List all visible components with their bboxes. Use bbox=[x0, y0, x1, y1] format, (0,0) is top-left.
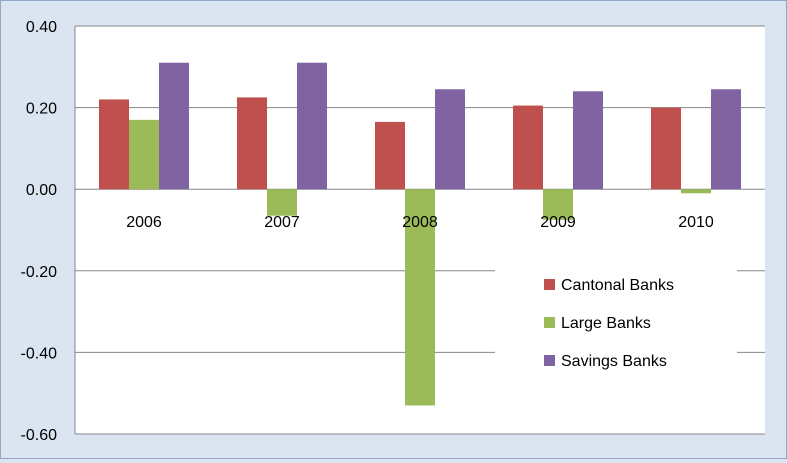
x-tick-label: 2010 bbox=[678, 214, 714, 231]
bar-large-banks-2010 bbox=[681, 189, 711, 194]
y-tick-label: -0.40 bbox=[21, 345, 58, 362]
bar-large-banks-2009 bbox=[543, 189, 573, 220]
bar-savings-banks-2006 bbox=[159, 62, 189, 190]
bar-cantonal-banks-2009 bbox=[513, 105, 543, 190]
bar-cantonal-banks-2010 bbox=[651, 107, 681, 190]
bar-savings-banks-2009 bbox=[573, 91, 603, 190]
legend-swatch bbox=[544, 279, 555, 290]
bar-large-banks-2006 bbox=[129, 119, 159, 190]
legend-label: Large Banks bbox=[561, 315, 651, 332]
y-axis-ticks: 0.40 0.20 0.00 -0.20 -0.40 -0.60 bbox=[21, 19, 58, 444]
bar-savings-banks-2010 bbox=[711, 89, 741, 190]
legend-swatch bbox=[544, 355, 555, 366]
bar-savings-banks-2008 bbox=[435, 89, 465, 190]
legend: Cantonal Banks Large Banks Savings Banks bbox=[495, 259, 737, 391]
bar-large-banks-2008 bbox=[405, 189, 435, 406]
bar-large-banks-2007 bbox=[267, 189, 297, 216]
legend-label: Savings Banks bbox=[561, 353, 667, 370]
x-tick-label: 2009 bbox=[540, 214, 576, 231]
bar-cantonal-banks-2006 bbox=[99, 99, 129, 190]
bar-cantonal-banks-2008 bbox=[375, 121, 405, 190]
y-tick-label: 0.20 bbox=[26, 101, 57, 118]
x-axis-ticks: 2006 2007 2008 2009 2010 bbox=[126, 214, 714, 231]
x-tick-label: 2007 bbox=[264, 214, 300, 231]
x-tick-label: 2008 bbox=[402, 214, 438, 231]
legend-label: Cantonal Banks bbox=[561, 277, 674, 294]
legend-swatch bbox=[544, 317, 555, 328]
y-tick-label: -0.20 bbox=[21, 264, 58, 281]
y-tick-label: 0.40 bbox=[26, 19, 57, 36]
x-tick-label: 2006 bbox=[126, 214, 162, 231]
y-tick-label: 0.00 bbox=[26, 182, 57, 199]
bar-cantonal-banks-2007 bbox=[237, 97, 267, 190]
bar-savings-banks-2007 bbox=[297, 62, 327, 190]
y-tick-label: -0.60 bbox=[21, 427, 58, 444]
bars bbox=[99, 62, 741, 406]
legend-background bbox=[495, 259, 737, 391]
